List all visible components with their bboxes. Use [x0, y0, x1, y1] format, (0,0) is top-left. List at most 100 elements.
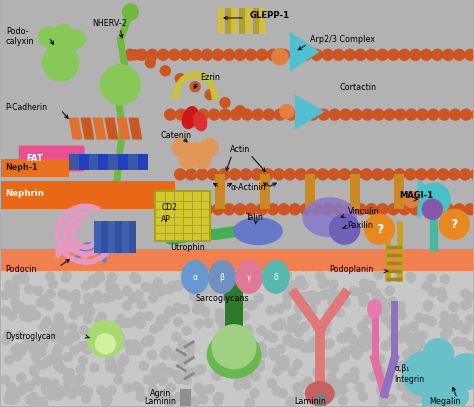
- Circle shape: [350, 367, 359, 376]
- Circle shape: [258, 349, 267, 358]
- Circle shape: [81, 281, 90, 290]
- Circle shape: [365, 214, 394, 244]
- Circle shape: [55, 334, 64, 343]
- Circle shape: [304, 300, 313, 309]
- Circle shape: [306, 343, 315, 352]
- Circle shape: [186, 142, 204, 160]
- Text: AP: AP: [161, 215, 171, 224]
- Circle shape: [184, 368, 193, 377]
- Circle shape: [309, 391, 318, 400]
- Circle shape: [264, 109, 274, 120]
- Circle shape: [427, 317, 436, 326]
- Ellipse shape: [207, 331, 262, 379]
- Circle shape: [414, 371, 423, 380]
- Circle shape: [103, 339, 112, 348]
- Circle shape: [452, 382, 461, 391]
- Circle shape: [236, 301, 245, 310]
- Circle shape: [358, 324, 367, 333]
- Circle shape: [383, 316, 392, 325]
- Circle shape: [11, 298, 20, 307]
- Circle shape: [61, 39, 77, 55]
- Circle shape: [358, 322, 366, 330]
- Circle shape: [76, 365, 85, 374]
- Circle shape: [284, 169, 295, 180]
- Circle shape: [366, 49, 377, 60]
- Circle shape: [30, 345, 39, 354]
- Circle shape: [330, 378, 339, 387]
- Circle shape: [68, 30, 85, 48]
- Circle shape: [54, 354, 63, 363]
- Circle shape: [461, 325, 470, 334]
- Circle shape: [195, 302, 204, 311]
- Circle shape: [366, 281, 375, 290]
- Circle shape: [385, 286, 394, 295]
- Circle shape: [439, 209, 469, 239]
- Circle shape: [52, 357, 61, 365]
- FancyBboxPatch shape: [350, 174, 360, 209]
- Circle shape: [64, 378, 73, 387]
- Circle shape: [284, 335, 293, 344]
- Circle shape: [270, 352, 279, 361]
- Circle shape: [93, 291, 102, 300]
- Circle shape: [465, 341, 474, 350]
- Circle shape: [431, 395, 440, 404]
- Circle shape: [172, 138, 190, 156]
- Circle shape: [50, 333, 59, 342]
- Circle shape: [322, 204, 333, 215]
- Circle shape: [295, 301, 304, 310]
- Circle shape: [48, 279, 57, 288]
- Text: Integrin: Integrin: [394, 375, 425, 384]
- Circle shape: [198, 109, 209, 120]
- Circle shape: [52, 349, 61, 358]
- Circle shape: [136, 386, 145, 395]
- Circle shape: [293, 360, 302, 369]
- Circle shape: [230, 109, 241, 120]
- Circle shape: [235, 204, 246, 215]
- Circle shape: [241, 109, 253, 120]
- Circle shape: [257, 326, 266, 335]
- Circle shape: [159, 376, 167, 385]
- Circle shape: [419, 184, 450, 215]
- Circle shape: [56, 364, 65, 373]
- Text: Dystroglycan: Dystroglycan: [5, 333, 55, 341]
- Circle shape: [341, 298, 350, 306]
- Circle shape: [248, 276, 257, 285]
- FancyBboxPatch shape: [232, 8, 238, 34]
- Circle shape: [454, 320, 463, 329]
- Circle shape: [165, 368, 174, 377]
- Circle shape: [355, 204, 366, 215]
- Circle shape: [325, 361, 334, 370]
- Circle shape: [130, 50, 140, 60]
- Circle shape: [102, 398, 111, 407]
- Circle shape: [130, 293, 139, 302]
- Circle shape: [83, 314, 92, 323]
- Circle shape: [325, 358, 334, 367]
- Circle shape: [182, 326, 191, 335]
- Circle shape: [191, 397, 200, 406]
- Circle shape: [454, 204, 465, 215]
- Circle shape: [444, 344, 453, 353]
- Circle shape: [166, 383, 175, 392]
- Circle shape: [275, 321, 284, 330]
- Circle shape: [38, 399, 47, 407]
- Circle shape: [301, 344, 310, 352]
- Circle shape: [184, 350, 193, 359]
- Circle shape: [292, 313, 301, 322]
- Circle shape: [321, 326, 330, 335]
- Circle shape: [439, 319, 448, 328]
- Circle shape: [114, 376, 123, 385]
- Circle shape: [219, 323, 228, 332]
- Circle shape: [85, 340, 94, 349]
- Circle shape: [423, 302, 432, 311]
- Circle shape: [198, 272, 207, 281]
- Circle shape: [337, 381, 346, 389]
- Circle shape: [212, 350, 221, 359]
- Circle shape: [416, 351, 425, 360]
- Circle shape: [286, 324, 295, 333]
- Circle shape: [397, 382, 406, 391]
- Circle shape: [201, 49, 212, 60]
- Circle shape: [220, 98, 230, 107]
- FancyBboxPatch shape: [260, 174, 270, 209]
- Circle shape: [388, 204, 399, 215]
- Circle shape: [443, 327, 452, 336]
